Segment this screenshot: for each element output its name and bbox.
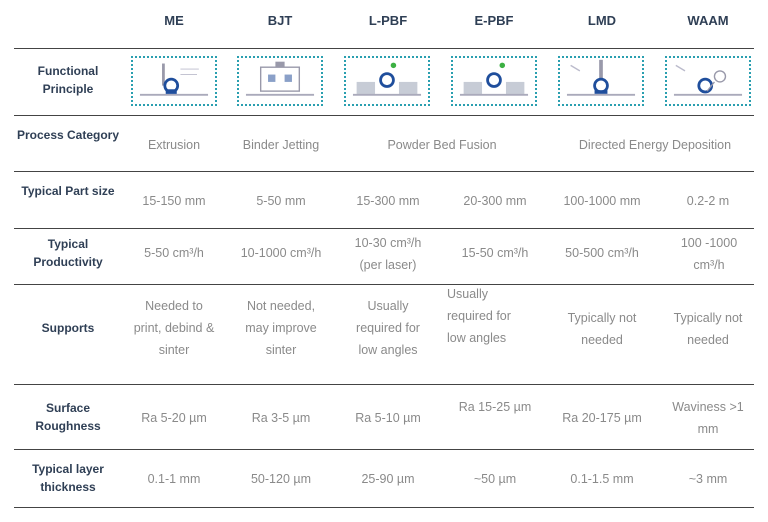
col-header-lmd: LMD xyxy=(587,13,617,28)
col-header-me: ME xyxy=(164,13,184,28)
cell-part-size-bjt: 5-50 mm xyxy=(256,194,306,208)
cell-roughness-lpbf: Ra 5-10 µm xyxy=(355,411,421,425)
col-header-bjt: BJT xyxy=(267,13,293,28)
cell-supports-me: Needed to print, debind & sinter xyxy=(133,299,215,357)
cell-productivity-lmd: 50-500 cm³/h xyxy=(565,246,639,260)
row-label-layer-thickness: Typical layer thickness xyxy=(32,462,104,494)
cell-layer-me: 0.1-1 mm xyxy=(147,472,201,486)
row-label-part-size: Typical Part size xyxy=(21,184,115,198)
cell-roughness-waam: Waviness >1 mm xyxy=(672,400,744,436)
divider xyxy=(14,507,754,508)
cell-productivity-me: 5-50 cm³/h xyxy=(144,246,204,260)
cell-productivity-bjt: 10-1000 cm³/h xyxy=(240,246,322,260)
cell-roughness-me: Ra 5-20 µm xyxy=(141,411,207,425)
cell-roughness-epbf: Ra 15-25 µm xyxy=(458,400,532,414)
cell-supports-bjt: Not needed, may improve sinter xyxy=(245,299,317,357)
waam-principle-image xyxy=(665,56,751,106)
me-principle-image xyxy=(131,56,217,106)
cell-productivity-lpbf: 10-30 cm³/h (per laser) xyxy=(354,236,422,272)
cell-layer-lmd: 0.1-1.5 mm xyxy=(570,472,634,486)
cell-part-size-waam: 0.2-2 m xyxy=(686,194,730,208)
divider xyxy=(14,384,754,385)
cell-process-category-me: Extrusion xyxy=(147,138,201,152)
row-label-supports: Supports xyxy=(41,321,95,335)
cell-productivity-epbf: 15-50 cm³/h xyxy=(461,246,529,260)
cell-supports-lpbf: Usually required for low angles xyxy=(356,299,420,357)
cell-layer-bjt: 50-120 µm xyxy=(250,472,311,486)
divider xyxy=(14,115,754,116)
divider xyxy=(14,449,754,450)
bjt-principle-image xyxy=(237,56,323,106)
cell-supports-epbf: Usually required for low angles xyxy=(447,287,511,345)
divider xyxy=(14,48,754,49)
cell-supports-waam: Typically not needed xyxy=(673,311,743,347)
cell-supports-lmd: Typically not needed xyxy=(567,311,637,347)
cell-roughness-bjt: Ra 3-5 µm xyxy=(251,411,311,425)
row-label-productivity: Typical Productivity xyxy=(33,237,103,269)
cell-productivity-waam: 100 -1000 cm³/h xyxy=(680,236,738,272)
col-header-lpbf: L-PBF xyxy=(368,13,408,28)
cell-layer-waam: ~3 mm xyxy=(688,472,728,486)
divider xyxy=(14,284,754,285)
cell-part-size-me: 15-150 mm xyxy=(142,194,206,208)
cell-layer-lpbf: 25-90 µm xyxy=(361,472,415,486)
col-header-epbf: E-PBF xyxy=(474,13,514,28)
cell-process-category-ded: Directed Energy Deposition xyxy=(578,138,732,152)
cell-process-category-pbf: Powder Bed Fusion xyxy=(387,138,497,152)
lpbf-principle-image xyxy=(344,56,430,106)
row-label-functional-principle: Functional Principle xyxy=(37,64,99,96)
cell-layer-epbf: ~50 µm xyxy=(473,472,517,486)
cell-part-size-epbf: 20-300 mm xyxy=(463,194,527,208)
row-label-roughness: Surface Roughness xyxy=(35,401,101,433)
cell-part-size-lmd: 100-1000 mm xyxy=(563,194,641,208)
cell-roughness-lmd: Ra 20-175 µm xyxy=(562,411,642,425)
col-header-waam: WAAM xyxy=(687,13,729,28)
divider xyxy=(14,171,754,172)
lmd-principle-image xyxy=(558,56,644,106)
cell-process-category-bjt: Binder Jetting xyxy=(242,138,320,152)
epbf-principle-image xyxy=(451,56,537,106)
divider xyxy=(14,228,754,229)
row-label-process-category: Process Category xyxy=(16,128,120,142)
cell-part-size-lpbf: 15-300 mm xyxy=(356,194,420,208)
